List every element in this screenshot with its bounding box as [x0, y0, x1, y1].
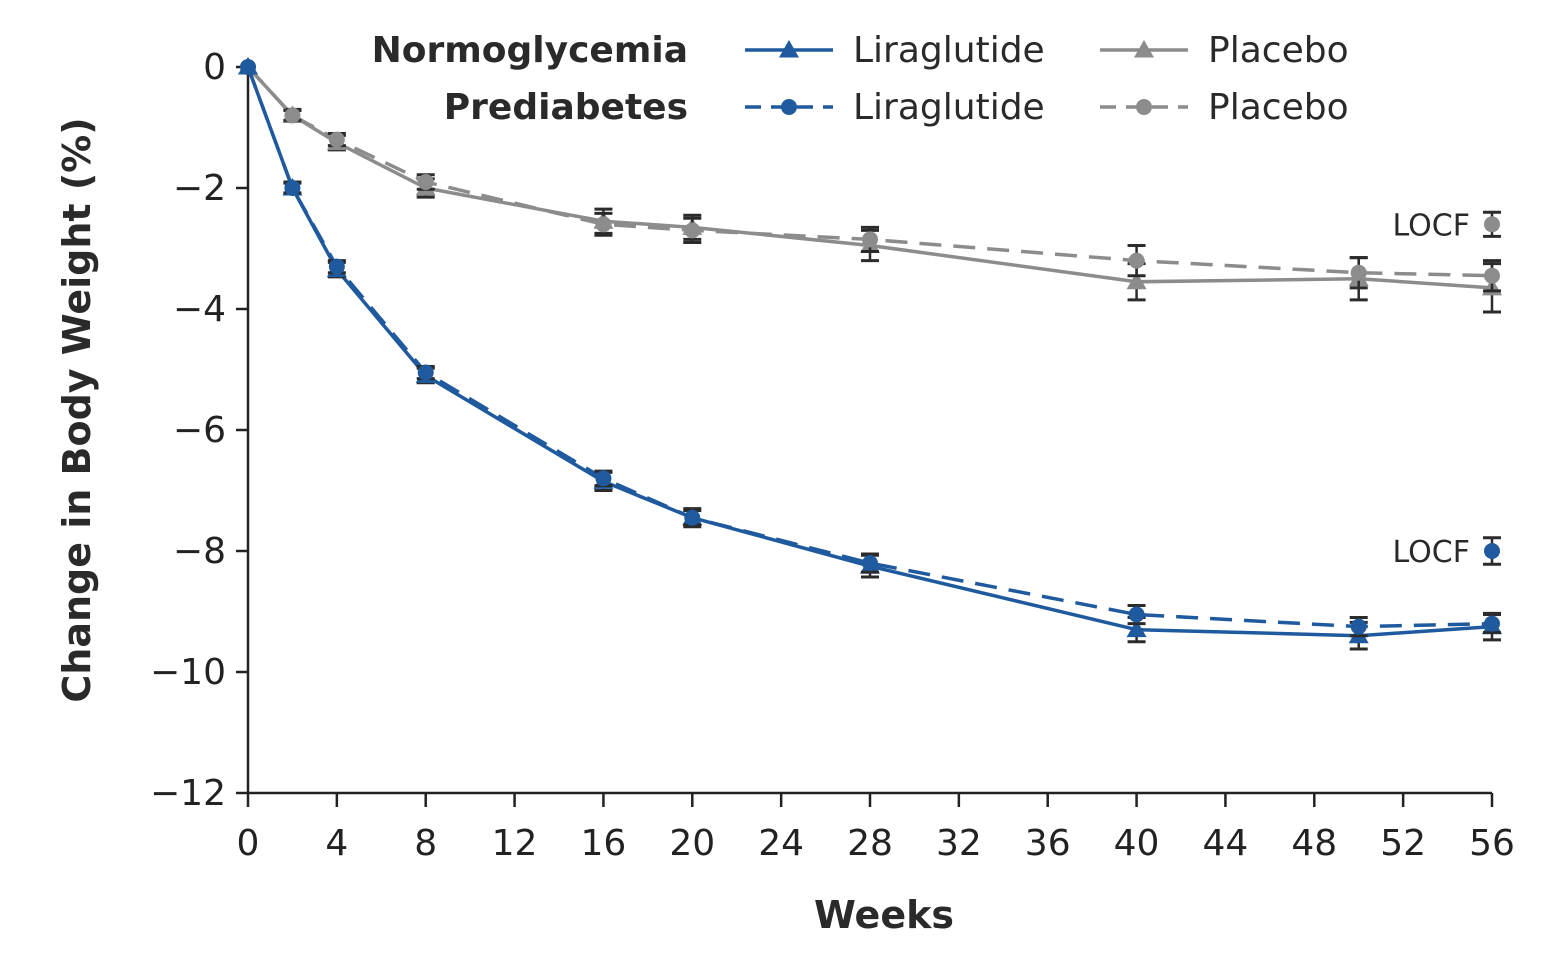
data-point — [240, 59, 256, 75]
data-point — [328, 258, 345, 275]
x-tick-label: 20 — [669, 823, 715, 864]
y-axis-label: Change in Body Weight (%) — [55, 117, 99, 702]
x-tick-label: 44 — [1203, 823, 1249, 864]
locf-point — [1484, 543, 1500, 559]
x-tick-label: 36 — [1025, 823, 1071, 864]
legend-marker — [1134, 40, 1154, 58]
data-point — [1128, 606, 1145, 623]
data-point — [1128, 252, 1145, 269]
data-point — [417, 173, 434, 190]
legend-entry-label: Placebo — [1208, 87, 1349, 128]
x-tick-label: 12 — [492, 823, 538, 864]
series-prediabetes-placebo — [240, 59, 1501, 293]
data-point — [862, 231, 878, 248]
series-line — [246, 66, 1493, 629]
data-point — [284, 107, 301, 124]
series-line — [246, 65, 1493, 290]
data-point — [1350, 264, 1367, 281]
x-tick-label: 40 — [1114, 823, 1160, 864]
legend-entry-label: Liraglutide — [853, 30, 1045, 71]
x-tick-label: 16 — [581, 823, 627, 864]
x-tick-label: 52 — [1380, 823, 1426, 864]
x-tick-label: 32 — [936, 823, 982, 864]
series-prediabetes-liraglutide — [240, 59, 1501, 638]
legend-marker — [779, 40, 799, 58]
legend: Normoglycemia Liraglutide Placebo Prediabet… — [372, 30, 1349, 128]
legend-entry-label: Liraglutide — [853, 87, 1045, 128]
series-line — [246, 66, 1493, 638]
y-tick-label: −2 — [173, 168, 226, 209]
x-tick-label: 0 — [237, 823, 260, 864]
x-tick-label: 28 — [847, 823, 893, 864]
data-point — [862, 555, 878, 572]
data-point — [684, 222, 701, 239]
data-point — [1126, 271, 1147, 290]
data-point — [417, 364, 434, 381]
y-tick-label: −10 — [150, 652, 226, 693]
legend-group-label: Prediabetes — [444, 87, 688, 128]
data-point — [1484, 615, 1500, 632]
legend-marker — [1136, 99, 1152, 115]
locf-point — [1484, 216, 1500, 233]
legend-marker — [781, 99, 797, 115]
locf-label: LOCF — [1393, 535, 1470, 570]
locf-placebo: LOCF — [1393, 208, 1501, 243]
y-tick-label: −8 — [173, 531, 226, 572]
x-axis-label: Weeks — [814, 893, 954, 937]
x-tick-label: 48 — [1291, 823, 1337, 864]
data-point — [284, 180, 301, 196]
axes: 0−2−4−6−8−10−120 4 8 12 16 20 24 28 32 36 40 44 48 52… — [150, 47, 1515, 864]
data-point — [595, 216, 612, 233]
y-tick-label: −6 — [173, 410, 226, 451]
legend-entry: Liraglutide — [745, 30, 1045, 71]
data-point — [1350, 618, 1367, 635]
locf-liraglutide: LOCF — [1393, 535, 1501, 570]
legend-entry: Placebo — [1100, 30, 1349, 71]
legend-group-label: Normoglycemia — [372, 30, 688, 71]
legend-entry: Liraglutide — [745, 87, 1045, 128]
data-point — [1126, 619, 1147, 638]
data-point — [595, 470, 612, 487]
data-point — [1484, 267, 1500, 284]
x-tick-label: 24 — [758, 823, 804, 864]
legend-entry: Placebo — [1100, 87, 1349, 128]
legend-entry-label: Placebo — [1208, 30, 1349, 71]
y-tick-label: −12 — [150, 773, 226, 814]
locf-label: LOCF — [1393, 208, 1470, 243]
x-tick-label: 4 — [325, 823, 348, 864]
x-tick-label: 8 — [414, 823, 437, 864]
data-point — [684, 509, 701, 526]
data-point — [328, 131, 345, 148]
series-layer: LOCF LOCF — [238, 57, 1502, 651]
y-tick-label: 0 — [203, 47, 226, 88]
x-tick-label: 56 — [1469, 823, 1515, 864]
y-tick-label: −4 — [173, 289, 226, 330]
